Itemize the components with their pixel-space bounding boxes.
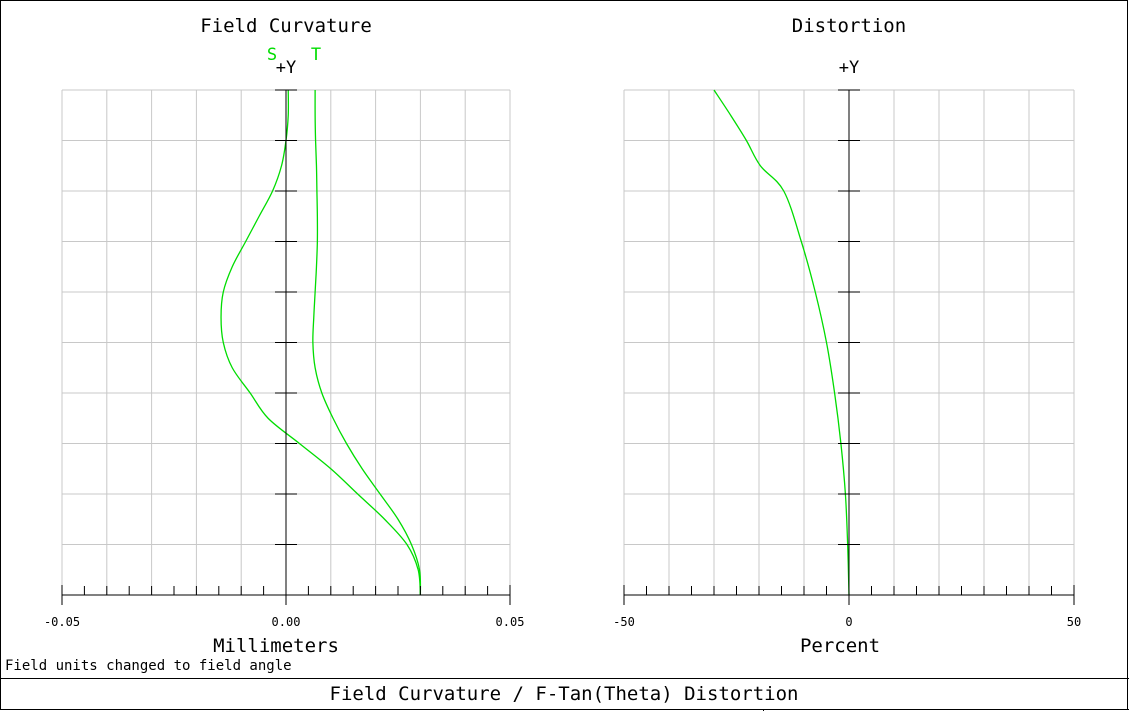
field-curvature-title: Field Curvature	[200, 15, 372, 37]
footer-title: Field Curvature / F-Tan(Theta) Distortio…	[330, 683, 799, 705]
distortion-x-label: Percent	[800, 635, 880, 657]
distortion-x-tick-zero: 0	[845, 615, 852, 629]
field-curvature-plot: Field Curvature +Y S T Millimeters -0.05…	[44, 15, 525, 657]
field-units-note: Field units changed to field angle	[5, 658, 292, 674]
distortion-title: Distortion	[792, 15, 906, 37]
legend-t-label: T	[311, 45, 321, 65]
field-curvature-x-label: Millimeters	[213, 635, 339, 657]
field-curvature-y-label: +Y	[276, 58, 296, 78]
field-curvature-axis	[61, 89, 511, 605]
field-curvature-x-tick-zero: 0.00	[272, 615, 301, 629]
field-curvature-series-t	[312, 89, 422, 596]
distortion-axis	[623, 89, 1075, 605]
legend-s-label: S	[267, 45, 277, 65]
distortion-y-label: +Y	[839, 58, 859, 78]
field-curvature-series-s	[220, 89, 422, 596]
field-curvature-curves	[220, 89, 422, 596]
distortion-x-tick-min: -50	[613, 615, 635, 629]
field-curvature-x-tick-max: 0.05	[496, 615, 525, 629]
distortion-plot: Distortion +Y Percent -50 0 50	[613, 15, 1081, 657]
distortion-x-tick-max: 50	[1067, 615, 1081, 629]
field-curvature-x-tick-min: -0.05	[44, 615, 80, 629]
